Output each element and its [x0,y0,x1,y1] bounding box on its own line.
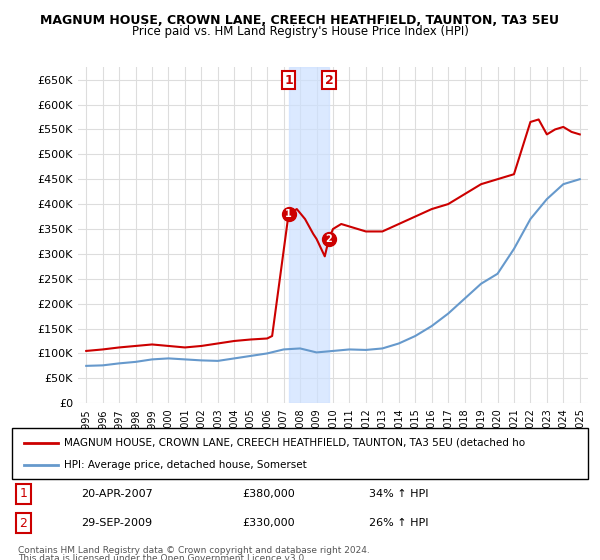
Text: 1: 1 [20,487,28,501]
Text: £380,000: £380,000 [242,489,295,499]
Text: 1: 1 [285,209,292,219]
Text: 1: 1 [284,74,293,87]
Text: 2: 2 [325,74,333,87]
Text: 34% ↑ HPI: 34% ↑ HPI [369,489,428,499]
Text: MAGNUM HOUSE, CROWN LANE, CREECH HEATHFIELD, TAUNTON, TA3 5EU: MAGNUM HOUSE, CROWN LANE, CREECH HEATHFI… [41,14,560,27]
Text: 2: 2 [326,234,332,244]
Text: HPI: Average price, detached house, Somerset: HPI: Average price, detached house, Some… [64,460,307,470]
Bar [289,67,329,403]
Text: 26% ↑ HPI: 26% ↑ HPI [369,518,428,528]
Text: 2: 2 [20,516,28,530]
FancyBboxPatch shape [12,428,588,479]
Text: £330,000: £330,000 [242,518,295,528]
Text: MAGNUM HOUSE, CROWN LANE, CREECH HEATHFIELD, TAUNTON, TA3 5EU (detached ho: MAGNUM HOUSE, CROWN LANE, CREECH HEATHFI… [64,437,525,447]
Text: 29-SEP-2009: 29-SEP-2009 [81,518,152,528]
Text: 20-APR-2007: 20-APR-2007 [81,489,153,499]
Text: This data is licensed under the Open Government Licence v3.0.: This data is licensed under the Open Gov… [18,554,307,560]
Text: Price paid vs. HM Land Registry's House Price Index (HPI): Price paid vs. HM Land Registry's House … [131,25,469,38]
Text: Contains HM Land Registry data © Crown copyright and database right 2024.: Contains HM Land Registry data © Crown c… [18,546,370,555]
